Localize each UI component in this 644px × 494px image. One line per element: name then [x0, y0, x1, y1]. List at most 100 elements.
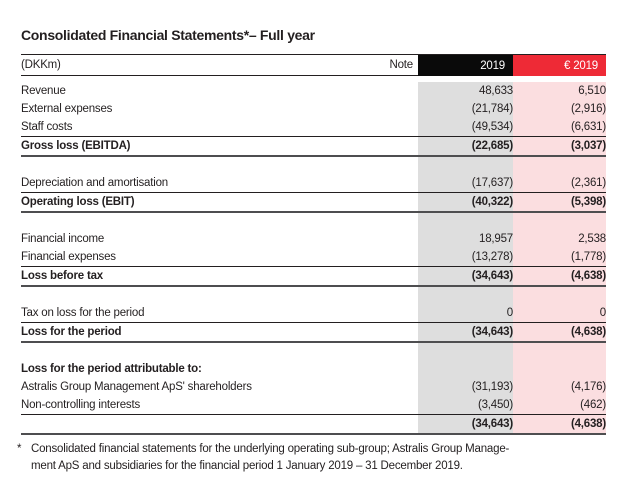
- row-value-eur: [513, 342, 606, 360]
- footnote-line-1: Consolidated financial statements for th…: [31, 443, 510, 455]
- row-label: Loss for the period: [21, 322, 373, 343]
- row-value-dkk: (13,278): [418, 248, 513, 267]
- row-note: [373, 304, 418, 323]
- row-label: Non-controlling interests: [21, 399, 141, 411]
- table-row: Astralis Group Management ApS' sharehold…: [21, 378, 606, 396]
- row-note: [373, 266, 418, 287]
- table-row: Revenue 48,633 6,510: [21, 82, 606, 100]
- table-row: Non-controlling interests (3,450) (462): [21, 396, 606, 415]
- row-value-eur: [513, 360, 606, 378]
- row-value-eur: 0: [513, 304, 606, 323]
- row-label: External expenses: [21, 103, 113, 115]
- row-value-dkk: (3,450): [418, 396, 513, 415]
- row-label: Revenue: [21, 85, 66, 97]
- row-value-eur: [513, 286, 606, 304]
- row-note: [373, 118, 418, 137]
- row-note: [373, 174, 418, 193]
- row-note: [373, 342, 418, 360]
- row-value-dkk: [418, 360, 513, 378]
- row-label: Financial expenses: [21, 251, 116, 263]
- row-label: [21, 286, 373, 304]
- table-body: Revenue 48,633 6,510 External expenses (21,7…: [21, 82, 606, 435]
- row-value-dkk: (21,784): [418, 100, 513, 118]
- row-label: Financial income: [21, 233, 105, 245]
- spacer-row: [21, 212, 606, 230]
- row-label: [21, 212, 373, 230]
- row-value-dkk: 18,957: [418, 230, 513, 248]
- spacer-row: [21, 286, 606, 304]
- table-row: Financial expenses (13,278) (1,778): [21, 248, 606, 267]
- column-header-2019-dkk: 2019: [418, 55, 513, 76]
- unit-label: (DKKm): [21, 59, 61, 71]
- row-label: Gross loss (EBITDA): [21, 136, 373, 157]
- row-label: Staff costs: [21, 121, 73, 133]
- note-column-header: Note: [389, 59, 414, 71]
- row-value-dkk: [418, 212, 513, 230]
- row-value-eur: (6,631): [513, 118, 606, 137]
- row-value-eur: 2,538: [513, 230, 606, 248]
- table-row: Loss for the period (34,643) (4,638): [21, 322, 606, 343]
- table-header-row: (DKKm) Note 2019 € 2019: [21, 54, 606, 76]
- row-note: [373, 192, 418, 213]
- table-row: Staff costs (49,534) (6,631): [21, 118, 606, 137]
- row-value-dkk: [418, 156, 513, 174]
- table-row: External expenses (21,784) (2,916): [21, 100, 606, 118]
- table-row: Loss before tax (34,643) (4,638): [21, 266, 606, 287]
- row-value-dkk: (34,643): [418, 322, 513, 343]
- row-label: [21, 414, 373, 435]
- row-value-dkk: (31,193): [418, 378, 513, 396]
- table-row: Gross loss (EBITDA) (22,685) (3,037): [21, 136, 606, 157]
- row-label: Astralis Group Management ApS' sharehold…: [21, 381, 252, 393]
- row-value-eur: [513, 212, 606, 230]
- table-body-grid: Revenue 48,633 6,510 External expenses (21,7…: [21, 82, 606, 435]
- row-label: Tax on loss for the period: [21, 307, 145, 319]
- table-row: (34,643) (4,638): [21, 414, 606, 435]
- row-note: [373, 286, 418, 304]
- row-value-eur: (4,638): [513, 322, 606, 343]
- row-value-dkk: (49,534): [418, 118, 513, 137]
- row-value-dkk: [418, 342, 513, 360]
- row-label: [21, 156, 373, 174]
- row-note: [373, 248, 418, 267]
- footnote-line-2: ment ApS and subsidiaries for the financ…: [31, 460, 463, 472]
- column-header-2019-eur: € 2019: [513, 55, 606, 76]
- row-value-eur: [513, 156, 606, 174]
- row-label: Operating loss (EBIT): [21, 192, 373, 213]
- row-note: [373, 322, 418, 343]
- spacer-row: [21, 156, 606, 174]
- row-note: [373, 212, 418, 230]
- table-row: Depreciation and amortisation (17,637) (2,…: [21, 174, 606, 193]
- row-note: [373, 230, 418, 248]
- table-row: Loss for the period attributable to:: [21, 360, 606, 378]
- row-value-eur: (4,176): [513, 378, 606, 396]
- row-note: [373, 414, 418, 435]
- table-row: Operating loss (EBIT) (40,322) (5,398): [21, 192, 606, 213]
- footnote-text: Consolidated financial statements for th…: [31, 441, 617, 475]
- table-row: Financial income 18,957 2,538: [21, 230, 606, 248]
- row-label: Depreciation and amortisation: [21, 177, 168, 189]
- row-note: [373, 82, 418, 100]
- row-value-dkk: [418, 286, 513, 304]
- row-label: Loss for the period attributable to:: [21, 363, 202, 375]
- row-value-dkk: (40,322): [418, 192, 513, 213]
- row-value-dkk: 48,633: [418, 82, 513, 100]
- row-value-eur: (4,638): [513, 266, 606, 287]
- row-label: Loss before tax: [21, 266, 373, 287]
- row-value-dkk: (34,643): [418, 414, 513, 435]
- footnote-marker: *: [17, 443, 22, 455]
- row-note: [373, 378, 418, 396]
- row-value-dkk: (34,643): [418, 266, 513, 287]
- row-value-dkk: (22,685): [418, 136, 513, 157]
- row-note: [373, 396, 418, 415]
- row-value-eur: (5,398): [513, 192, 606, 213]
- row-note: [373, 156, 418, 174]
- spacer-row: [21, 342, 606, 360]
- row-value-eur: (4,638): [513, 414, 606, 435]
- page-title: Consolidated Financial Statements*– Full…: [21, 27, 315, 43]
- footnote: * Consolidated financial statements for …: [17, 441, 617, 475]
- financial-statements-table: (DKKm) Note 2019 € 2019 Revenue 48,633 6,5…: [21, 54, 606, 435]
- row-note: [373, 136, 418, 157]
- row-value-eur: (462): [513, 396, 606, 415]
- table-header-left: (DKKm) Note: [21, 55, 418, 76]
